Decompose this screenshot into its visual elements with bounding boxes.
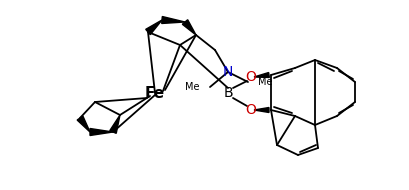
Text: O: O xyxy=(245,103,256,117)
Polygon shape xyxy=(162,17,185,24)
Polygon shape xyxy=(254,73,270,78)
Polygon shape xyxy=(77,116,90,132)
Text: Me: Me xyxy=(186,82,200,92)
Polygon shape xyxy=(254,108,269,112)
Text: O: O xyxy=(245,70,256,84)
Text: Fe: Fe xyxy=(145,86,165,101)
Text: B: B xyxy=(223,86,233,100)
Polygon shape xyxy=(146,20,162,35)
Polygon shape xyxy=(90,128,113,135)
Text: Me: Me xyxy=(258,77,272,87)
Polygon shape xyxy=(182,20,196,35)
Text: N: N xyxy=(223,65,233,79)
Polygon shape xyxy=(110,115,120,133)
